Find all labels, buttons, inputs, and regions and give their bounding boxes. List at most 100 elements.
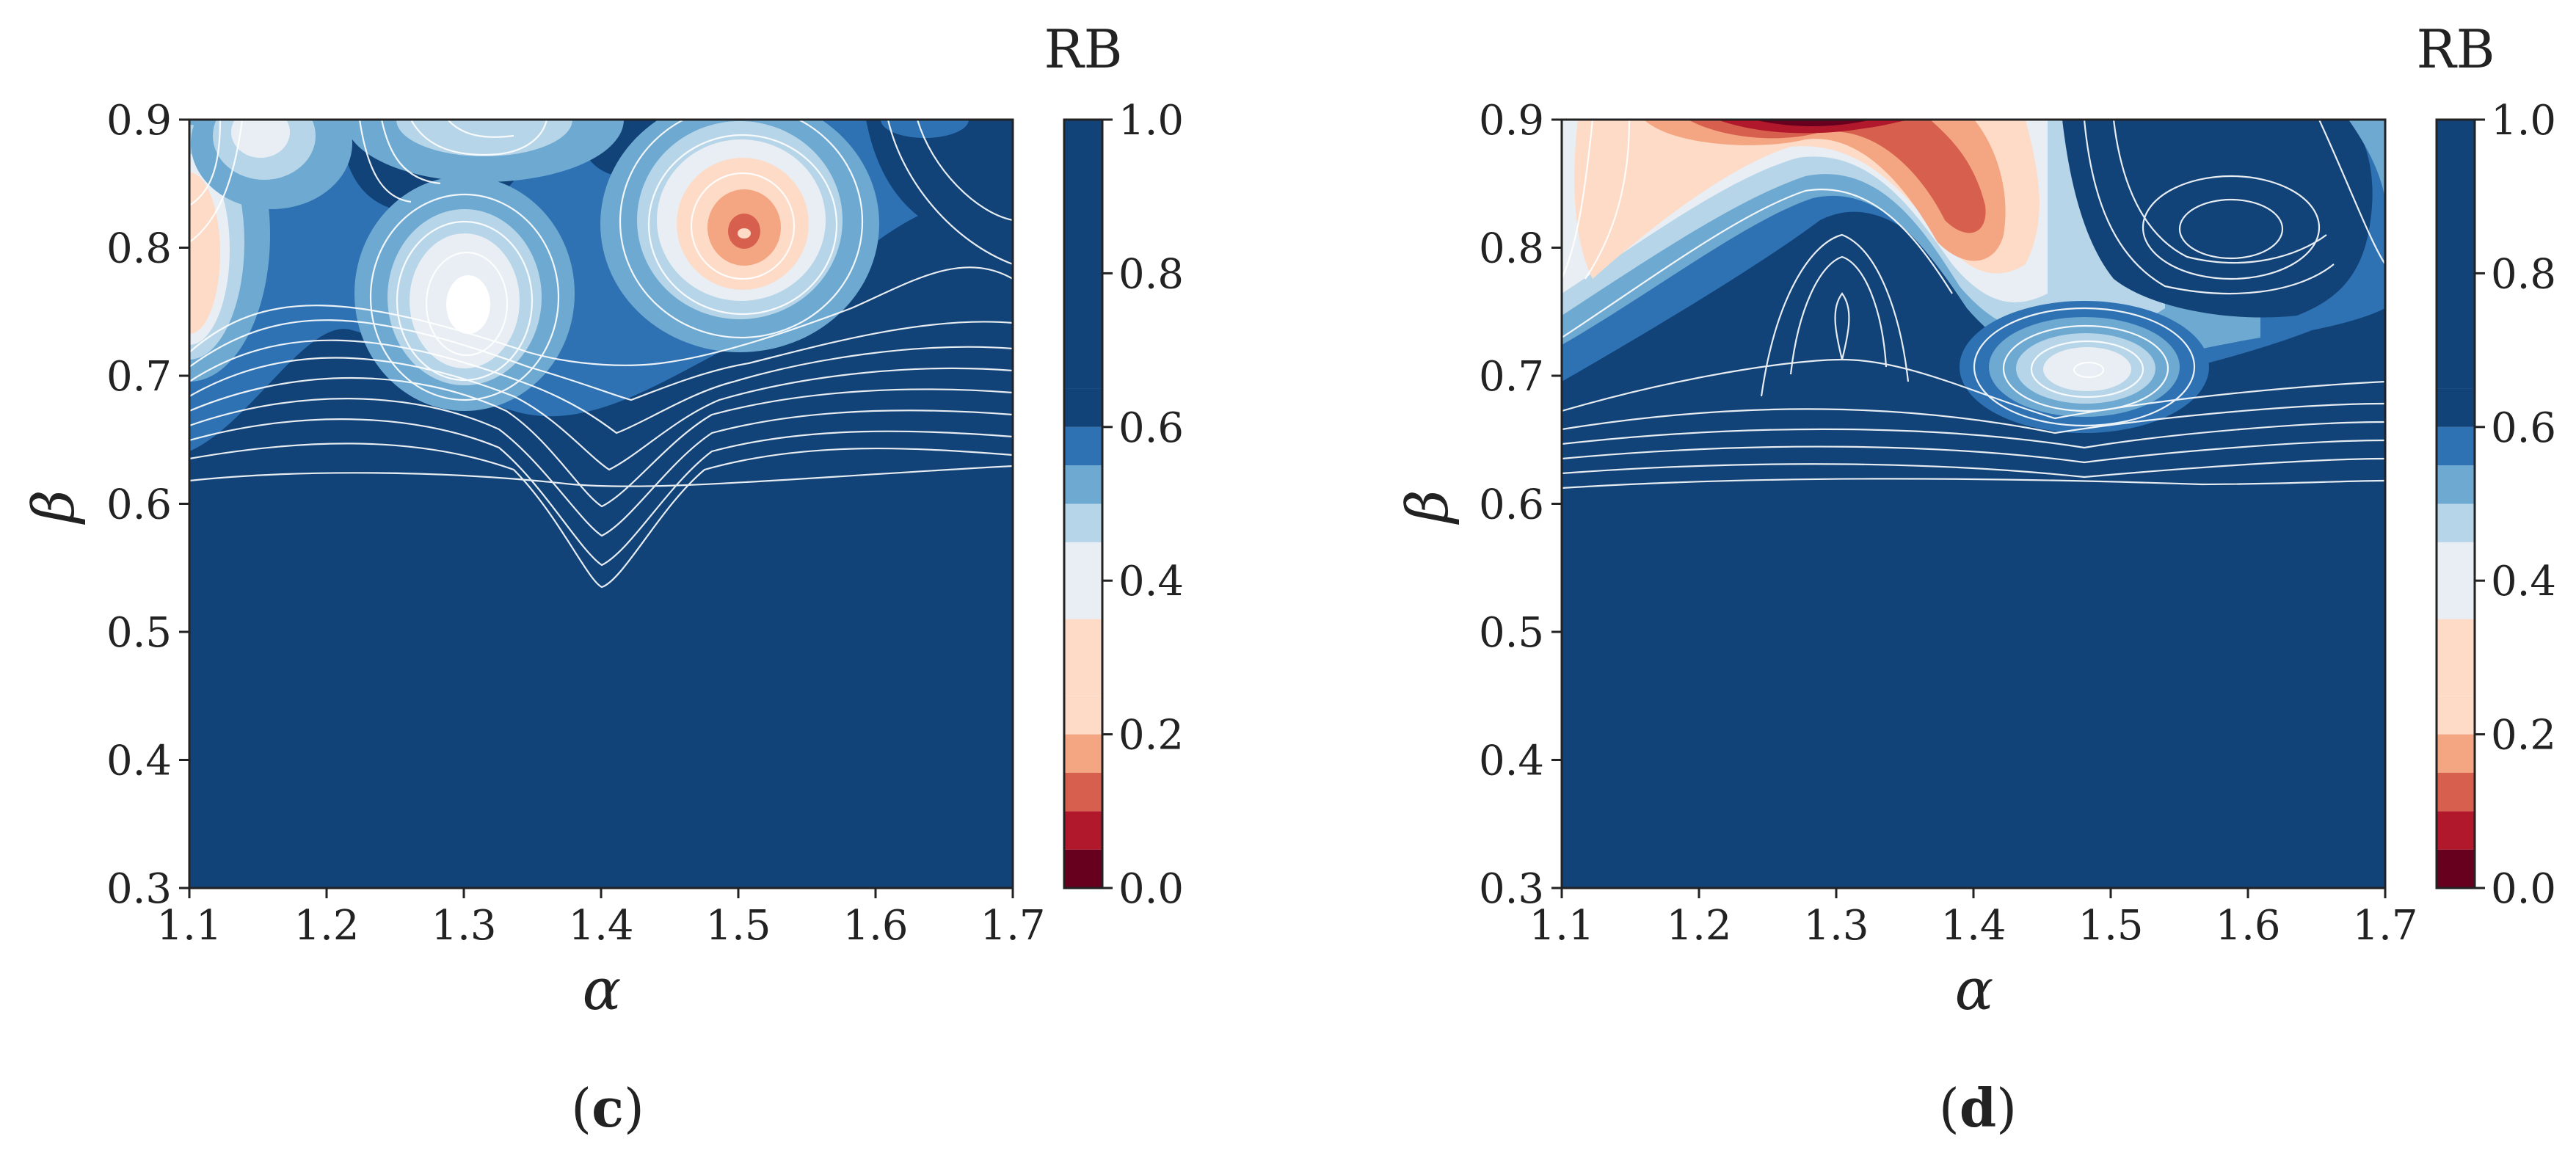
panel-label-d: (d) — [1939, 1077, 2017, 1139]
contour-band — [1747, 220, 1923, 398]
contour-line — [1562, 478, 2385, 489]
colorbar-frame — [2435, 118, 2476, 889]
colorbar-segment — [2437, 542, 2475, 619]
contour-line — [2073, 361, 2105, 379]
x-axis-label: α — [1955, 957, 1994, 1023]
contour-line — [189, 398, 1013, 537]
contour-line — [2178, 198, 2284, 260]
contour-plot-c — [189, 120, 1013, 888]
y-tick-label: 0.5 — [106, 609, 172, 657]
x-tick-label: 1.2 — [294, 902, 359, 950]
y-tick-label: 0.8 — [106, 225, 172, 273]
contour-lines — [1562, 120, 2385, 489]
contour-line — [2083, 120, 2335, 295]
contour-blob — [446, 275, 490, 334]
y-axis-label: β — [1395, 489, 1461, 525]
y-tick-label: 0.6 — [106, 481, 172, 529]
colorbar-title: RB — [2416, 18, 2495, 80]
colorbar-tick-label: 0.0 — [1118, 865, 1184, 913]
panel-d: 1.1 1.2 1.3 1.4 1.5 1.6 1.70.30.40.50.60.70.80… — [1479, 97, 2556, 950]
y-tick-label: 0.3 — [106, 865, 172, 913]
contour-line — [916, 120, 1013, 222]
colorbar-tick-label: 0.0 — [2491, 865, 2556, 913]
colorbar-tick-label: 0.6 — [1118, 404, 1184, 452]
contour-line — [690, 172, 796, 280]
contour-band — [2348, 120, 2385, 205]
colorbar-segment — [1064, 619, 1102, 696]
x-tick-label: 1.7 — [980, 902, 1045, 950]
colorbar-segment — [1064, 696, 1102, 735]
contour-line — [1973, 307, 2196, 427]
axes-c: 1.1 1.2 1.3 1.4 1.5 1.6 1.7 0.3 0.4 0.5 0.6 0.7 0.8 0… — [106, 97, 1046, 950]
x-tick-label: 1.6 — [843, 902, 908, 950]
contour-line — [425, 251, 509, 357]
contour-line — [2030, 340, 2144, 398]
contour-line — [619, 120, 864, 339]
x-tick-label: 1.1 — [156, 902, 222, 950]
panel-label-c: (c) — [571, 1077, 644, 1139]
contour-line — [647, 134, 838, 316]
colorbar-segment — [2437, 696, 2475, 735]
x-tick-label: 1.2 — [1666, 902, 1731, 950]
colorbar-title: RB — [1044, 18, 1122, 80]
colorbar-tick-label: 0.8 — [1118, 250, 1184, 298]
y-tick-label: 0.5 — [1479, 609, 1544, 657]
y-tick-label: 0.7 — [106, 353, 172, 401]
colorbar-segment — [1064, 503, 1102, 542]
contour-line — [189, 357, 1013, 471]
x-tick-label: 1.3 — [431, 902, 496, 950]
x-tick-label: 1.7 — [2352, 902, 2417, 950]
contour-line — [447, 120, 514, 138]
contour-band — [1717, 120, 1923, 134]
colorbar-segment — [1064, 734, 1102, 773]
contour-blob — [738, 228, 751, 239]
contour-band — [866, 120, 1013, 250]
x-tick-label: 1.4 — [568, 902, 633, 950]
x-tick-label: 1.6 — [2215, 902, 2280, 950]
x-tick-label: 1.3 — [1803, 902, 1869, 950]
contour-blob — [231, 120, 290, 158]
panel-label-letter: d — [1960, 1077, 1996, 1139]
contour-plot-d — [1562, 120, 2385, 888]
contour-line — [1562, 439, 2385, 464]
colorbar-tick-label: 0.8 — [2491, 250, 2556, 298]
contour-line — [1562, 120, 1594, 280]
y-tick-label: 0.4 — [1479, 738, 1544, 785]
y-axis-label: β — [21, 489, 87, 525]
x-axis-label: α — [583, 957, 622, 1023]
contour-line — [410, 120, 548, 156]
colorbar-segment — [2437, 734, 2475, 773]
colorbar-segment — [2437, 120, 2475, 389]
colorbar-tick-label: 0.4 — [1118, 558, 1184, 605]
contour-line — [380, 120, 441, 185]
colorbar-segment — [1064, 811, 1102, 850]
contour-line — [1834, 292, 1850, 360]
y-tick-label: 0.6 — [1479, 481, 1544, 529]
colorbar-segment — [2437, 465, 2475, 504]
contour-line — [189, 443, 1013, 589]
contour-line — [189, 120, 222, 206]
contour-blob — [881, 120, 969, 138]
contour-line — [2112, 120, 2327, 264]
colorbar-segment — [1064, 542, 1102, 619]
colorbar-tick-label: 1.0 — [2491, 97, 2556, 145]
contour-line — [1760, 233, 1910, 397]
colorbar-segment — [1064, 120, 1102, 389]
axes-d: 1.1 1.2 1.3 1.4 1.5 1.6 1.7 0.3 0.4 0.5 0.6 0.7 0.8 0… — [1479, 97, 2418, 950]
contour-line — [189, 339, 1013, 434]
y-tick-label: 0.7 — [1479, 353, 1544, 401]
colorbar-tick-label: 0.2 — [1118, 712, 1184, 760]
contour-line — [189, 120, 244, 243]
panel-c: 1.1 1.2 1.3 1.4 1.5 1.6 1.70.30.40.50.60.70.80… — [106, 97, 1184, 950]
contour-line — [369, 193, 560, 401]
contour-line — [2318, 120, 2385, 265]
x-tick-label: 1.4 — [1940, 902, 2006, 950]
colorbar-segment — [2437, 619, 2475, 696]
contour-line — [189, 376, 1013, 508]
contour-line — [189, 465, 1013, 487]
colorbar-segment — [1064, 849, 1102, 888]
colorbar-segment — [2437, 426, 2475, 466]
colorbar-frame — [1063, 118, 1104, 889]
colorbar-tick-label: 1.0 — [1118, 97, 1184, 145]
